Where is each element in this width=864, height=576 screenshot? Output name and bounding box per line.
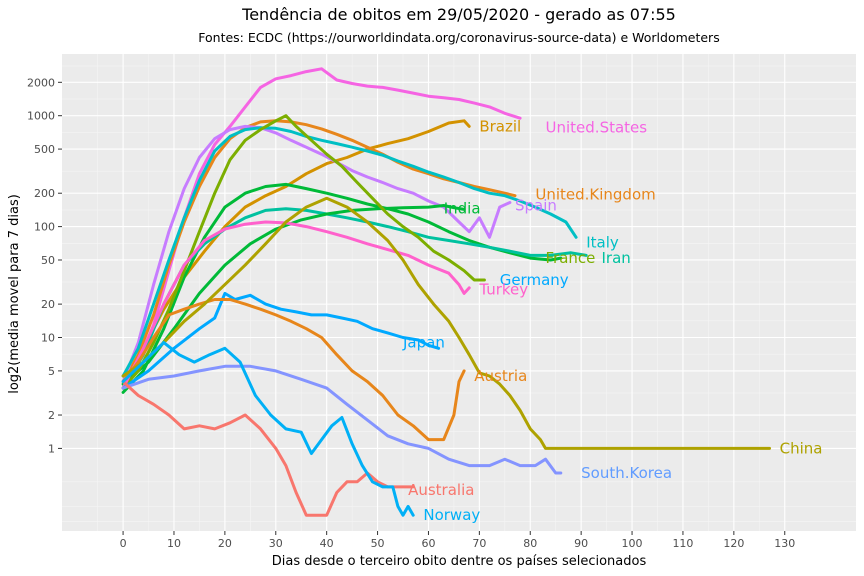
y-tick-label: 100 xyxy=(34,221,55,234)
series-line-norway xyxy=(121,341,415,517)
y-tick-label: 2000 xyxy=(27,76,55,89)
series-label-united-states: United.States xyxy=(546,119,648,137)
x-tick-label: 60 xyxy=(421,537,435,550)
y-axis-title: log2(media movel para 7 dias) xyxy=(7,194,22,394)
y-tick-label: 1000 xyxy=(27,110,55,123)
series-label-brazil: Brazil xyxy=(479,117,521,135)
y-tick-label: 2 xyxy=(48,409,55,422)
x-tick-label: 80 xyxy=(523,537,537,550)
y-tick-label: 50 xyxy=(41,254,55,267)
x-tick-label: 110 xyxy=(672,537,693,550)
x-tick-label: 130 xyxy=(774,537,795,550)
series-label-spain: Spain xyxy=(515,196,557,214)
grid xyxy=(62,54,856,531)
x-tick-label: 70 xyxy=(472,537,486,550)
series-label-norway: Norway xyxy=(423,506,480,524)
series-line-italy xyxy=(121,126,578,378)
y-tick-label: 1 xyxy=(48,442,55,455)
series-line-japan xyxy=(121,291,441,390)
series-label-south-korea: South.Korea xyxy=(581,464,672,482)
x-tick-label: 100 xyxy=(622,537,643,550)
series-line-iran xyxy=(121,207,588,390)
series-label-japan: Japan xyxy=(402,334,445,352)
series-label-france: France xyxy=(546,249,596,267)
series-line-spain xyxy=(121,124,512,384)
series-line-austria xyxy=(121,298,466,442)
series-lines xyxy=(121,67,771,517)
x-tick-label: 50 xyxy=(371,537,385,550)
x-tick-label: 20 xyxy=(218,537,232,550)
x-axis: 0 10 20 30 40 50 60 70 80 90 100 110 120 130 xyxy=(120,531,795,550)
series-label-australia: Australia xyxy=(408,481,474,499)
series-label-germany: Germany xyxy=(500,271,569,289)
chart-subtitle: Fontes: ECDC (https://ourworldindata.org… xyxy=(198,30,719,45)
y-tick-label: 200 xyxy=(34,187,55,200)
series-line-india xyxy=(121,204,466,386)
x-tick-label: 30 xyxy=(269,537,283,550)
series-label-iran: Iran xyxy=(602,249,631,267)
chart-title: Tendência de obitos em 29/05/2020 - gera… xyxy=(241,5,676,24)
x-tick-label: 10 xyxy=(167,537,181,550)
series-line-turkey xyxy=(121,220,471,390)
plot-panel xyxy=(62,54,856,531)
series-label-austria: Austria xyxy=(474,367,527,385)
x-axis-title: Dias desde o terceiro obito dentre os pa… xyxy=(272,554,647,569)
series-label-united-kingdom: United.Kingdom xyxy=(535,185,655,203)
x-tick-label: 90 xyxy=(574,537,588,550)
y-tick-label: 20 xyxy=(41,298,55,311)
series-label-india: India xyxy=(444,200,481,218)
y-tick-label: 5 xyxy=(48,365,55,378)
x-tick-label: 40 xyxy=(320,537,334,550)
x-tick-label: 0 xyxy=(120,537,127,550)
y-tick-label: 500 xyxy=(34,143,55,156)
series-label-turkey: Turkey xyxy=(478,281,528,299)
x-tick-label: 120 xyxy=(723,537,744,550)
series-line-china xyxy=(121,196,771,450)
y-axis: 1 2 5 10 20 50 100 200 500 1000 2000 xyxy=(27,76,62,455)
series-label-italy: Italy xyxy=(586,233,619,251)
series-label-china: China xyxy=(780,439,823,457)
series-line-australia xyxy=(121,380,415,517)
series-line-south-korea xyxy=(121,364,563,475)
y-tick-label: 10 xyxy=(41,332,55,345)
